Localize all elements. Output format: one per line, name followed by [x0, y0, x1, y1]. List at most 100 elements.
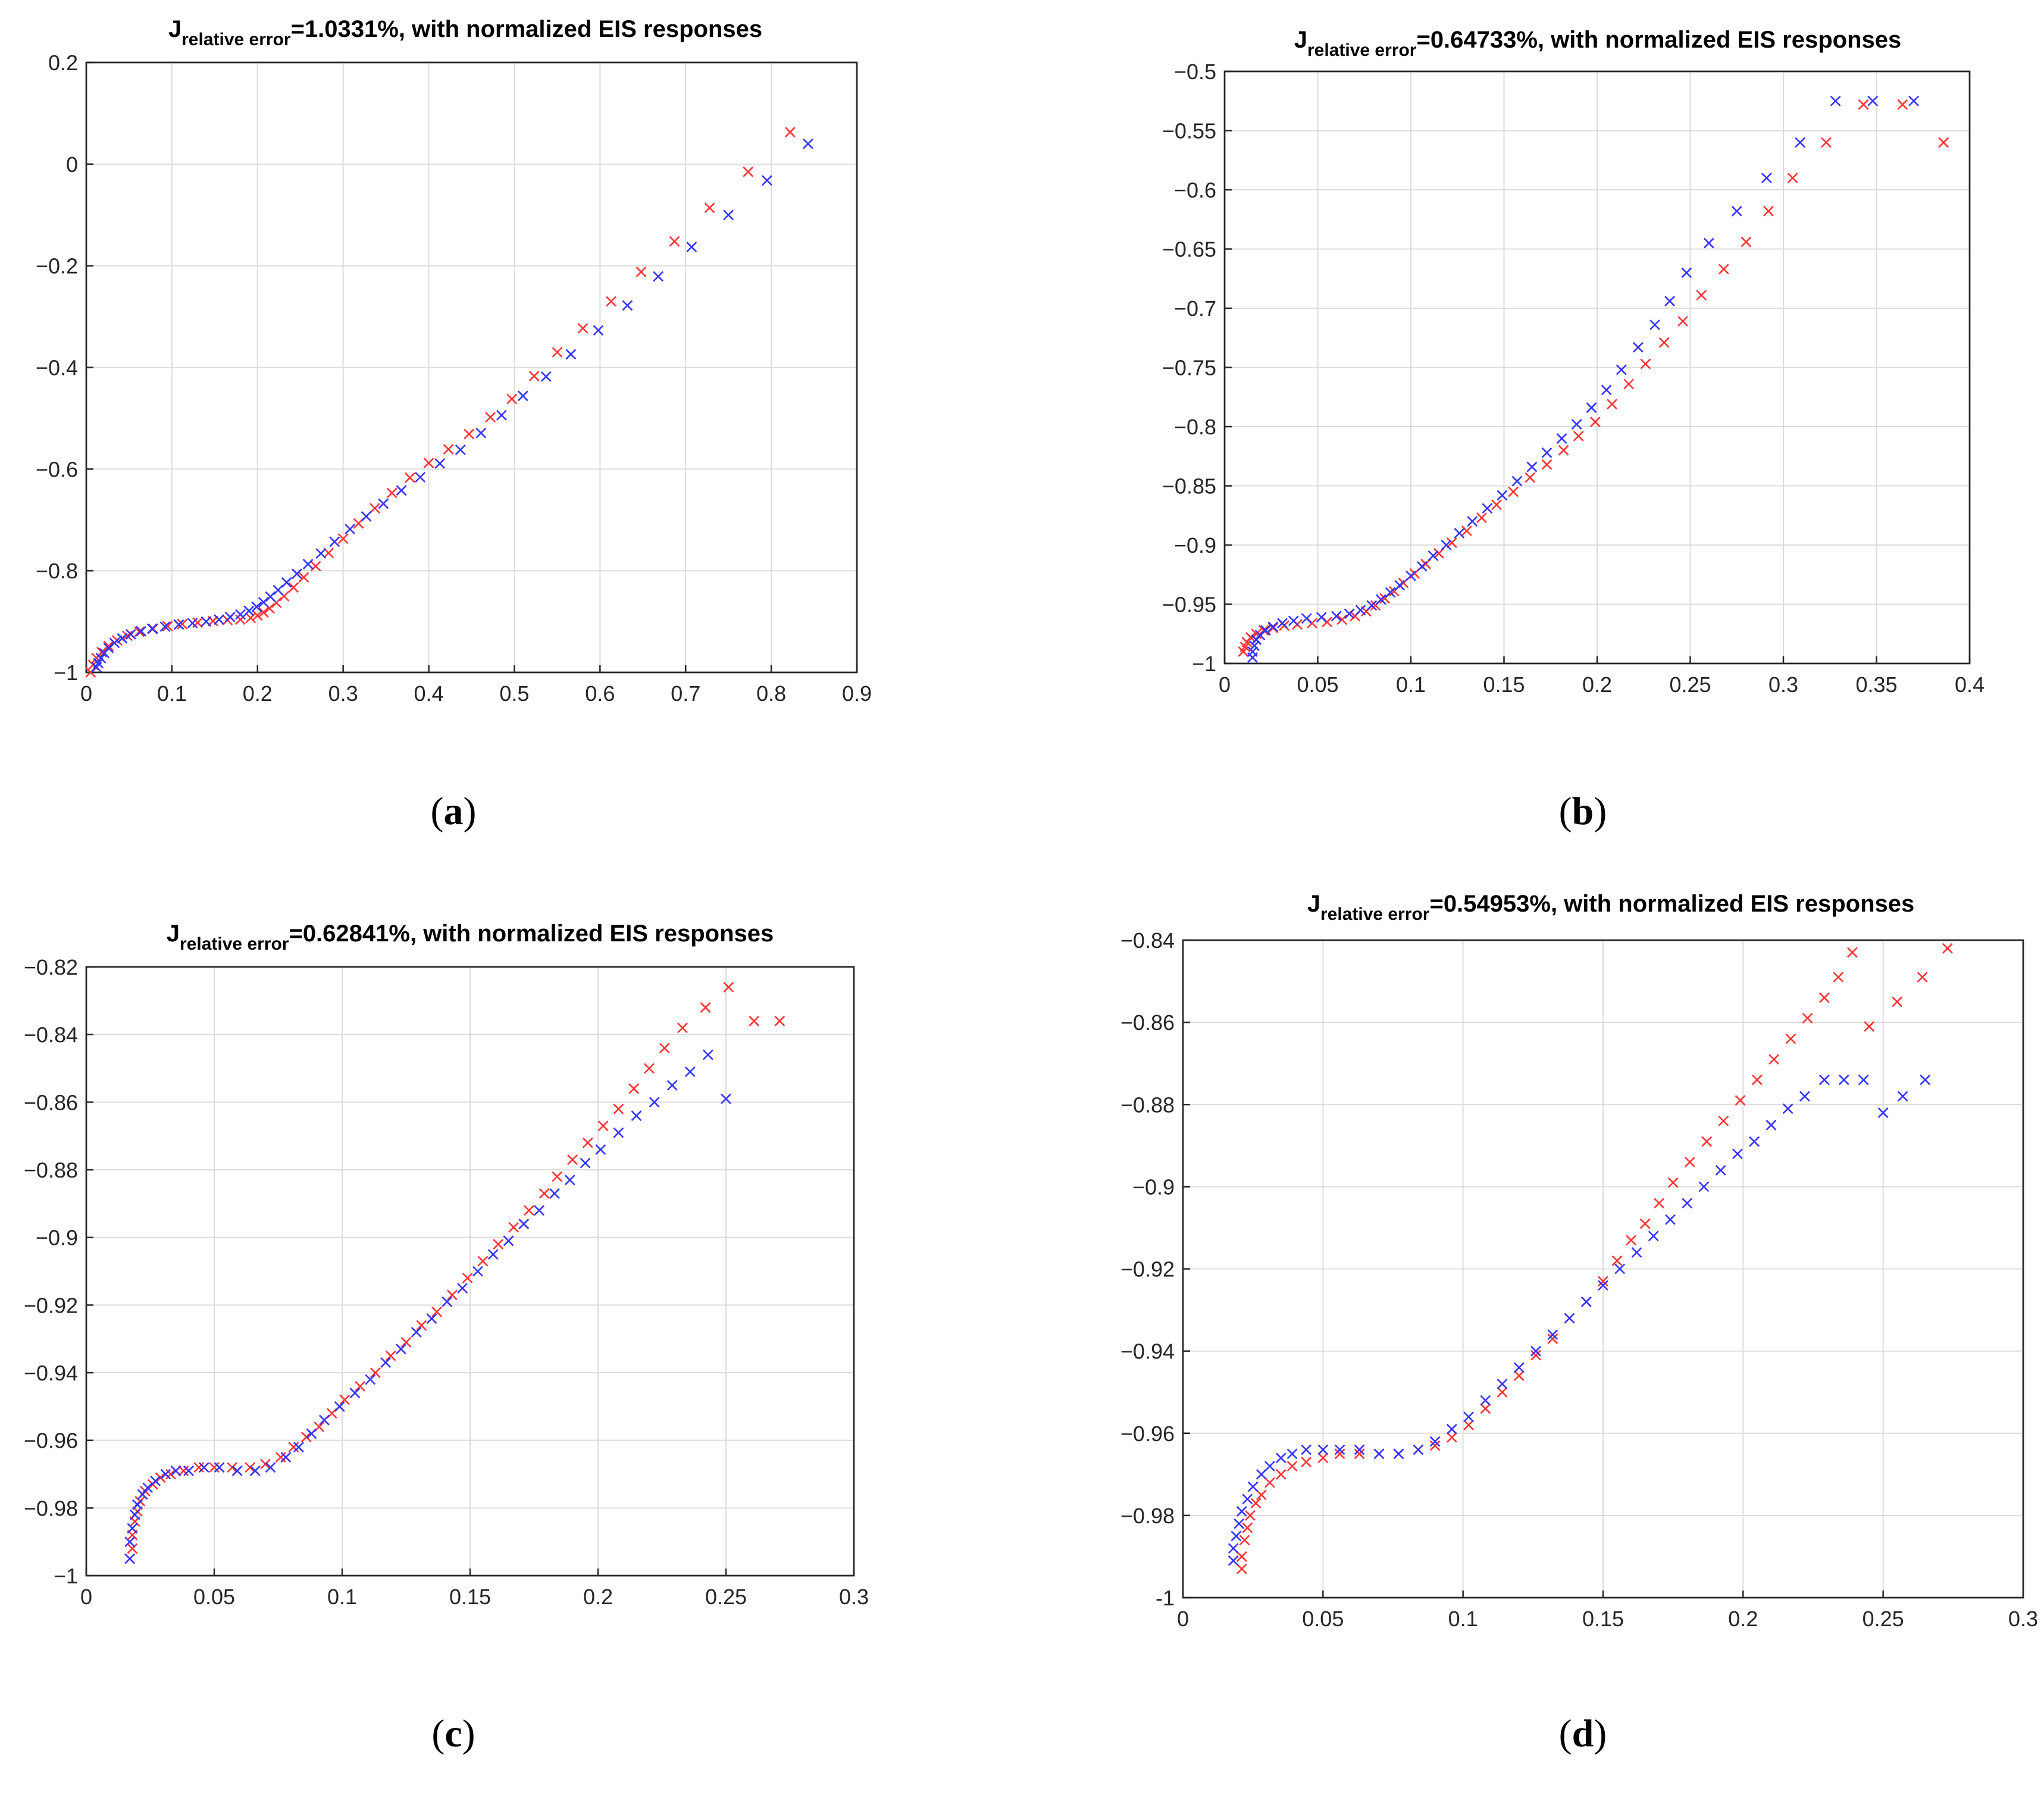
- x-tick-label: 0.2: [1728, 1607, 1758, 1631]
- data-point-measured: [165, 1469, 176, 1480]
- data-point-model: [434, 458, 446, 469]
- data-point-measured: [1864, 1021, 1875, 1032]
- y-tick-label: −0.5: [1174, 60, 1216, 84]
- data-point-model: [534, 1205, 545, 1216]
- data-point-model: [1454, 528, 1465, 539]
- y-tick-label: −0.88: [1120, 1092, 1175, 1117]
- data-point-model: [1394, 580, 1406, 591]
- y-tick-label: −0.6: [36, 457, 78, 481]
- y-tick-label: −0.75: [1162, 356, 1216, 380]
- data-point-model: [95, 653, 107, 663]
- data-point-model: [1541, 447, 1552, 458]
- data-point-model: [540, 371, 552, 382]
- data-point-model: [1664, 296, 1675, 306]
- data-point-model: [136, 625, 147, 637]
- data-point-measured: [1942, 943, 1953, 954]
- data-point-measured: [1718, 1115, 1729, 1126]
- series-model-a: [91, 138, 813, 673]
- data-point-measured: [1317, 1452, 1329, 1464]
- data-point-model: [686, 242, 697, 252]
- data-point-measured: [508, 1222, 519, 1233]
- data-point-model: [1649, 319, 1660, 330]
- data-point-model: [318, 1414, 330, 1426]
- data-point-measured: [523, 1205, 534, 1216]
- data-point-model: [1467, 516, 1478, 527]
- x-tick-label: 0.2: [243, 681, 273, 706]
- data-point-measured: [1917, 972, 1928, 983]
- x-tick-label: 0: [1177, 1607, 1189, 1631]
- data-point-model: [1631, 1247, 1642, 1258]
- data-point-model: [302, 559, 314, 569]
- data-point-model: [1301, 613, 1312, 624]
- y-tick-label: −0.65: [1162, 237, 1216, 262]
- x-tick-label: 0.35: [1855, 672, 1897, 697]
- data-point-measured: [446, 1289, 458, 1301]
- chart-title-a: Jrelative error=1.0331%, with normalized…: [168, 16, 762, 49]
- y-tick-label: -1: [1156, 1586, 1175, 1610]
- data-point-measured: [1751, 1074, 1763, 1085]
- data-point-measured: [1491, 499, 1502, 511]
- data-point-model: [280, 1452, 292, 1463]
- data-point-measured: [1607, 399, 1617, 410]
- data-point-measured: [1267, 622, 1279, 634]
- data-point-measured: [506, 393, 518, 405]
- data-point-measured: [1461, 525, 1472, 537]
- data-point-model: [1385, 587, 1396, 598]
- series-model-d: [1228, 1074, 1931, 1566]
- data-point-model: [595, 1144, 606, 1155]
- data-point-measured: [288, 1442, 299, 1452]
- data-point-model: [1428, 550, 1439, 561]
- series-model-b: [1247, 95, 1920, 663]
- data-point-measured: [275, 1452, 286, 1463]
- data-point-model: [1715, 1164, 1726, 1176]
- panel-caption-d: (d): [1559, 1712, 1607, 1755]
- data-point-model: [329, 536, 340, 547]
- data-point-measured: [1245, 1510, 1256, 1521]
- data-point-model: [1795, 137, 1806, 148]
- data-point-model: [1287, 1448, 1298, 1460]
- series-model-c: [124, 1049, 731, 1564]
- data-point-model: [1749, 1136, 1760, 1147]
- data-point-model: [1260, 625, 1271, 636]
- data-point-measured: [1336, 614, 1348, 625]
- x-tick-label: 0.3: [1768, 672, 1798, 697]
- panel-letter: d: [1572, 1712, 1594, 1755]
- data-point-model: [265, 1462, 276, 1473]
- data-point-measured: [1667, 1177, 1679, 1188]
- data-point-model: [1317, 1444, 1329, 1455]
- data-point-measured: [400, 1336, 412, 1348]
- data-point-model: [231, 1465, 243, 1476]
- data-point-model: [472, 1266, 483, 1277]
- data-point-model: [1513, 1362, 1525, 1373]
- data-point-model: [243, 605, 255, 616]
- data-point-measured: [1508, 486, 1519, 497]
- data-point-measured: [1558, 444, 1569, 456]
- chart-panel-d: 0 0.05 0.1 0.15 0.2 0.25 0.3 -1 −0.98 −0.96 −0.94 −…: [1120, 891, 2038, 1755]
- data-point-model: [125, 629, 136, 640]
- data-point-measured: [235, 614, 246, 625]
- data-point-model: [306, 1428, 317, 1439]
- data-point-model: [1586, 402, 1597, 414]
- data-point-measured: [1480, 1403, 1491, 1414]
- data-point-model: [1598, 1280, 1608, 1291]
- data-point-measured: [628, 1083, 640, 1094]
- data-point-model: [214, 614, 224, 625]
- x-tick-label: 0.15: [1483, 672, 1525, 697]
- data-point-model: [762, 175, 772, 186]
- data-point-measured: [704, 202, 715, 214]
- data-point-model: [1614, 1263, 1626, 1275]
- panel-letter: b: [1572, 790, 1594, 833]
- data-point-model: [1416, 561, 1428, 572]
- y-tick-label: −1: [1192, 652, 1216, 676]
- data-point-measured: [1354, 1448, 1365, 1460]
- data-point-model: [1355, 605, 1366, 616]
- data-point-measured: [1897, 99, 1908, 110]
- data-point-measured: [1787, 173, 1798, 184]
- data-point-measured: [355, 1380, 366, 1392]
- y-tick-label: −0.88: [24, 1158, 78, 1182]
- data-point-measured: [155, 1472, 166, 1483]
- data-point-model: [1406, 570, 1416, 581]
- x-tick-label: 0.7: [671, 681, 700, 706]
- y-tick-label: −0.9: [1174, 533, 1216, 558]
- data-point-model: [345, 524, 356, 535]
